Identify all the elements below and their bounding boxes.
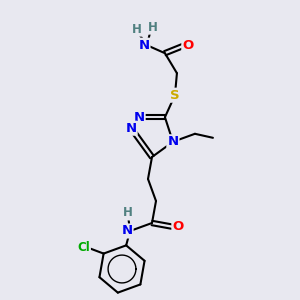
- Text: H: H: [132, 23, 142, 36]
- Text: N: N: [167, 135, 178, 148]
- Text: H: H: [123, 206, 133, 220]
- Text: S: S: [170, 89, 180, 102]
- Text: N: N: [138, 39, 149, 52]
- Text: O: O: [182, 39, 194, 52]
- Text: O: O: [172, 220, 184, 233]
- Text: N: N: [122, 224, 133, 238]
- Text: H: H: [148, 21, 158, 34]
- Text: N: N: [134, 111, 145, 124]
- Text: N: N: [125, 122, 136, 135]
- Text: Cl: Cl: [77, 241, 90, 254]
